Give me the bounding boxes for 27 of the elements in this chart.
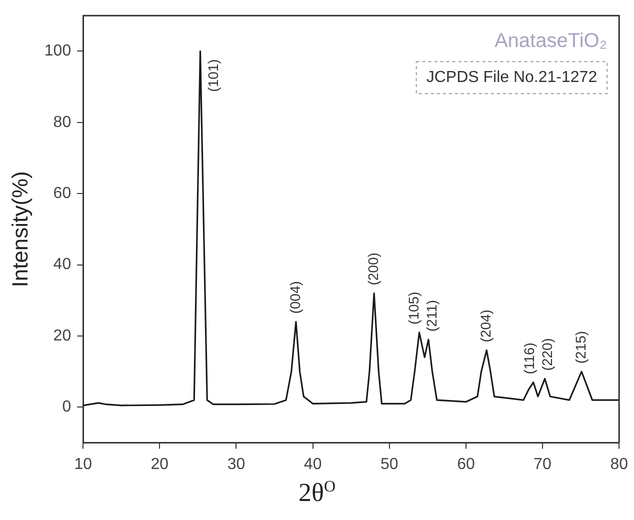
x-tick-label: 40 [304,456,322,473]
y-axis-title: Intensity(%) [7,171,32,288]
y-tick-label: 20 [53,327,72,344]
annotation: (004) [286,281,303,314]
y-tick-label: 100 [44,42,72,60]
y-tick-label: 80 [53,114,72,131]
y-tick-label: 60 [53,185,72,202]
annotation: (105) [406,292,422,324]
annotation: (215) [572,330,588,364]
x-tick-label: 20 [150,456,169,473]
y-tick-label: 0 [62,398,72,416]
x-tick-label: 80 [610,456,628,473]
annotation: JCPDS File No.21-1272 [426,69,598,86]
x-tick-label: 10 [74,456,92,473]
annotation: (116) [520,342,537,374]
y-tick-label: 40 [53,256,72,274]
annotation: (200) [364,252,381,286]
annotation: (220) [538,338,555,371]
x-axis-title: 2θ$^{O}$ [297,478,337,508]
x-tick-label: 70 [534,456,552,473]
x-tick-label: 50 [380,456,398,473]
annotation: AnataseTiO₂ [494,30,608,52]
annotation: (211) [424,300,440,332]
x-tick-label: 30 [227,456,246,473]
x-tick-label: 60 [457,456,475,473]
annotation: (101) [205,59,222,92]
annotation: (204) [477,310,494,342]
